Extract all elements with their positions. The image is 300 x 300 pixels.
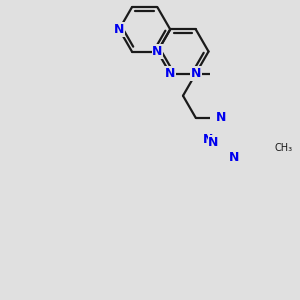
Text: CH₃: CH₃ <box>275 143 293 153</box>
Text: N: N <box>203 134 214 146</box>
Text: N: N <box>165 67 175 80</box>
Text: N: N <box>229 151 239 164</box>
Text: N: N <box>208 136 219 149</box>
Text: N: N <box>216 111 226 124</box>
Text: N: N <box>190 67 201 80</box>
Text: N: N <box>152 45 163 58</box>
Text: N: N <box>114 23 124 36</box>
